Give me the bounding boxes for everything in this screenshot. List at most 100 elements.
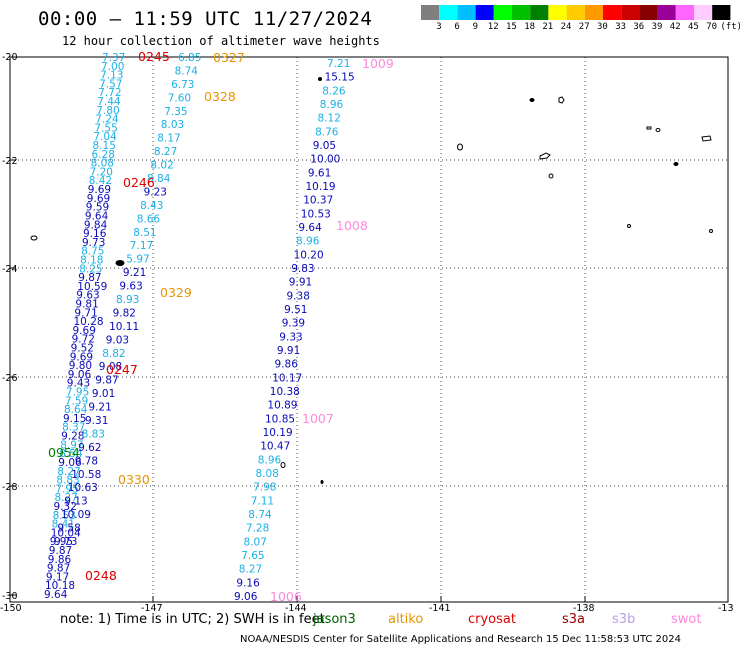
pass-label: 0248 xyxy=(85,568,117,583)
colorbar-swatch xyxy=(566,5,585,20)
wave-height-label: 8.64 xyxy=(64,404,88,416)
wave-height-label: 9.59 xyxy=(86,202,109,214)
wave-height-label: 9.08 xyxy=(99,361,122,373)
wave-height-label: 9.06 xyxy=(68,369,92,381)
wave-height-label: 8.08 xyxy=(91,158,114,170)
island xyxy=(701,135,712,142)
track-1: 7.377.007.137.577.727.447.807.247.557.04… xyxy=(44,52,125,601)
island xyxy=(627,224,631,228)
pass-label: 0329 xyxy=(160,285,192,300)
colorbar-swatch xyxy=(512,5,531,20)
lat-label: -30 xyxy=(2,591,18,602)
wave-height-label: 9.64 xyxy=(298,222,322,234)
swh-colorbar xyxy=(421,5,731,20)
wave-height-label: 8.96 xyxy=(320,99,344,111)
wave-height-label: 9.73 xyxy=(54,536,77,548)
island xyxy=(529,98,535,102)
wave-height-label: 10.20 xyxy=(294,249,324,261)
colorbar-swatch xyxy=(457,5,476,20)
wave-height-label: 9.16 xyxy=(236,577,260,589)
wave-height-label: 8.75 xyxy=(81,246,104,258)
colorbar-swatch xyxy=(675,5,694,20)
wave-height-label: 9.17 xyxy=(46,571,69,583)
wave-height-label: 8.08 xyxy=(256,468,279,480)
wave-height-label: 9.69 xyxy=(87,193,110,205)
island xyxy=(558,96,565,104)
island xyxy=(539,152,551,160)
wave-height-label: 10.18 xyxy=(45,580,75,592)
colorbar-tick: 3 xyxy=(436,22,442,32)
wave-height-label: 8.37 xyxy=(62,422,85,434)
lon-label: -138 xyxy=(573,603,595,614)
lat-label: -24 xyxy=(2,264,18,275)
colorbar-tick: 24 xyxy=(560,22,572,32)
wave-height-label: 7.20 xyxy=(90,166,113,178)
colorbar-tick: 27 xyxy=(578,22,590,32)
map-frame xyxy=(9,56,729,603)
wave-height-label: 8.02 xyxy=(150,160,173,172)
wave-height-label: 9.62 xyxy=(78,442,101,454)
wave-height-label: 10.38 xyxy=(270,386,300,398)
wave-height-label: 9.23 xyxy=(144,186,167,198)
wave-height-label: 10.19 xyxy=(263,427,293,439)
wave-height-label: 10.59 xyxy=(77,281,107,293)
island-outlines xyxy=(30,77,713,484)
pass-label: 1008 xyxy=(336,218,368,233)
lat-label: -28 xyxy=(2,482,18,493)
pass-label: 0327 xyxy=(213,50,245,65)
colorbar-tick: 42 xyxy=(669,22,681,32)
wave-height-label: 9.13 xyxy=(64,496,87,508)
wave-height-label: 9.71 xyxy=(74,307,97,319)
wave-height-label: 7.11 xyxy=(251,495,274,507)
wave-height-label: 9.73 xyxy=(82,237,105,249)
mission-cryosat: cryosat xyxy=(468,612,516,627)
colorbar-ticks: 3 6 9 12 15 18 21 24 27 30 33 36 39 42 45 70 (ft) xyxy=(421,22,740,36)
wave-height-label: 7.35 xyxy=(164,106,187,118)
island xyxy=(457,143,463,151)
wave-height-label: 9.06 xyxy=(58,457,82,469)
wave-height-label: 7.55 xyxy=(94,122,117,134)
wave-height-label: 10.17 xyxy=(272,372,302,384)
wave-height-label: 8.26 xyxy=(322,85,346,97)
wave-height-label: 9.61 xyxy=(308,167,331,179)
wave-height-label: 10.19 xyxy=(306,181,336,193)
island xyxy=(548,173,554,179)
wave-height-label: 9.64 xyxy=(85,211,109,223)
wave-height-label: 9.43 xyxy=(67,378,90,390)
wave-height-label: 15.15 xyxy=(325,72,355,84)
mission-s3b: s3b xyxy=(612,612,636,627)
wave-height-label: 10.85 xyxy=(265,413,295,425)
wave-height-label: 9.33 xyxy=(279,331,302,343)
wave-height-label: 10.53 xyxy=(301,208,331,220)
wave-height-label: 10.09 xyxy=(61,509,91,521)
pass-label: 0328 xyxy=(204,89,236,104)
wave-height-label: 9.16 xyxy=(83,228,107,240)
wave-height-label: 7.24 xyxy=(95,114,119,126)
island xyxy=(646,126,652,130)
wave-height-label: 8.53 xyxy=(53,510,76,522)
wave-height-label: 8.42 xyxy=(89,175,112,187)
colorbar-swatch xyxy=(421,5,440,20)
colorbar-swatch xyxy=(712,5,731,20)
lat-label: -20 xyxy=(2,52,18,63)
colorbar-swatch xyxy=(548,5,567,20)
wave-height-label: 8.12 xyxy=(318,113,341,125)
colorbar-unit: (ft) xyxy=(720,22,740,32)
pass-label: 0247 xyxy=(106,362,138,377)
mission-altiko: altiko xyxy=(388,612,424,627)
wave-height-label: 7.04 xyxy=(93,131,117,143)
wave-height-label: 8.74 xyxy=(248,509,272,521)
wave-height-label: 9.87 xyxy=(95,375,118,387)
wave-height-label: 9.87 xyxy=(49,545,72,557)
wave-height-label: 8.83 xyxy=(82,428,105,440)
wave-height-label: 8.27 xyxy=(239,564,262,576)
wave-height-label: 9.38 xyxy=(287,290,310,302)
colorbar-tick: 30 xyxy=(597,22,608,32)
wave-height-label: 8.82 xyxy=(102,348,125,360)
wave-height-label: 9.64 xyxy=(44,589,68,601)
wave-height-label: 9.31 xyxy=(85,415,108,427)
wave-height-label: 7.60 xyxy=(168,92,191,104)
wave-height-label: 8.27 xyxy=(154,146,177,158)
wave-height-label: 8.07 xyxy=(244,536,267,548)
